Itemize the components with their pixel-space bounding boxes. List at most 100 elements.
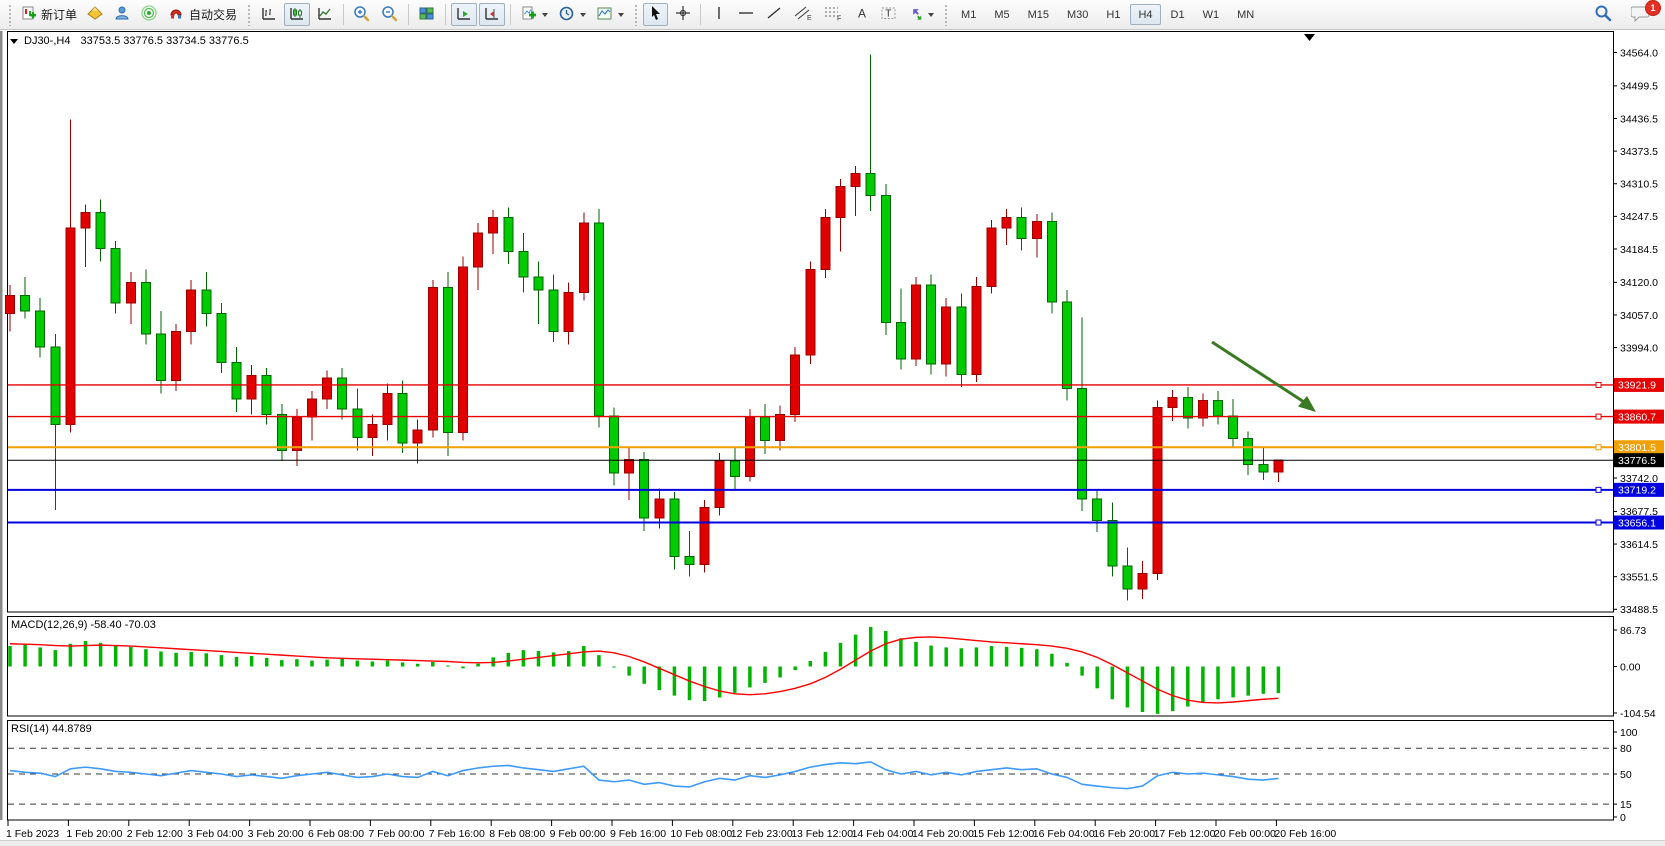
rsi-pane[interactable] (7, 720, 1614, 821)
macd-histogram-bar (1125, 666, 1130, 708)
text-label-button[interactable]: T (876, 3, 902, 26)
level-handle[interactable] (1595, 519, 1602, 526)
chart-title[interactable]: DJ30-,H4 33753.5 33776.5 33734.5 33776.5 (10, 35, 249, 47)
macd-indicator-label: MACD(12,26,9) -58.40 -70.03 (11, 619, 156, 631)
arrows-dropdown-caret[interactable] (928, 12, 935, 17)
price-tick-label: 33551.5 (1620, 571, 1658, 583)
text-button[interactable]: A (849, 3, 874, 26)
price-tick-label: 34057.0 (1620, 310, 1658, 322)
horizontal-line-button[interactable] (733, 3, 759, 26)
toolbar-grip[interactable] (7, 3, 12, 26)
toolbar-grip[interactable] (633, 3, 639, 26)
macd-histogram-bar (174, 652, 178, 667)
zoom-in-button[interactable] (349, 3, 375, 26)
macd-histogram-bar (340, 658, 344, 667)
indicators-dropdown-caret[interactable] (542, 12, 549, 17)
candle-body (246, 375, 257, 400)
candle-body (578, 222, 589, 294)
crosshair-button[interactable] (670, 3, 695, 26)
chart-shift-marker-icon[interactable] (1304, 34, 1315, 41)
candle-body (110, 248, 121, 304)
candle-body (775, 413, 786, 441)
trend-arrow-annotation[interactable] (1211, 340, 1316, 412)
vertical-line-button[interactable] (706, 3, 731, 26)
price-tick-label: 33488.5 (1620, 604, 1658, 616)
timeframe-m15[interactable]: M15 (1027, 8, 1049, 21)
toolbar-separator (700, 4, 702, 25)
macd-histogram-bar (1246, 666, 1250, 696)
fibonacci-button[interactable]: F (819, 3, 847, 26)
timeframe-d1[interactable]: D1 (1170, 8, 1185, 21)
timeframe-h4[interactable]: H4 (1130, 4, 1161, 25)
level-price-badge (1614, 409, 1664, 424)
level-handle[interactable] (1595, 444, 1602, 451)
candle-body (533, 276, 544, 291)
macd-histogram-bar (129, 646, 133, 667)
templates-button[interactable] (592, 3, 628, 26)
chart-canvas[interactable]: 34564.0 34499.5 34436.5 34373.5 34310.5 34247… (0, 30, 1665, 846)
zoom-out-button[interactable] (377, 3, 403, 26)
timeframe-w1[interactable]: W1 (1202, 8, 1220, 21)
candle-body (593, 222, 604, 417)
current-price-badge (1614, 453, 1664, 468)
candle-body (1046, 220, 1057, 303)
trend-arrow-line[interactable] (1211, 340, 1305, 404)
auto-trading-button[interactable]: 自动交易 (164, 3, 241, 26)
macd-histogram-bar (113, 645, 118, 667)
macd-histogram-bar (280, 660, 284, 667)
chart-menu-icon[interactable] (10, 38, 18, 44)
macd-histogram-bar (1186, 666, 1190, 707)
text-label-icon: T (880, 5, 898, 24)
search-button[interactable] (1590, 3, 1616, 26)
toolbar-grip[interactable] (246, 3, 252, 26)
candle-body (216, 312, 227, 364)
chart-shift-button[interactable] (479, 3, 506, 26)
time-tick-label: 13 Feb 12:00 (791, 828, 853, 840)
macd-histogram-bar (899, 638, 903, 667)
candle-body (50, 346, 61, 426)
candle-body (669, 498, 680, 558)
signals-button[interactable] (137, 3, 162, 26)
templates-dropdown-caret[interactable] (618, 12, 625, 17)
timeframe-m30[interactable]: M30 (1067, 8, 1089, 21)
periods-dropdown-caret[interactable] (580, 12, 587, 17)
toolbar-grip[interactable] (943, 3, 949, 26)
auto-scroll-button[interactable] (451, 3, 478, 26)
window-left-edge (0, 31, 3, 820)
macd-histogram-bar (551, 652, 556, 667)
level-handle[interactable] (1595, 381, 1602, 388)
arrows-button[interactable] (904, 3, 938, 26)
level-handle[interactable] (1595, 413, 1602, 420)
candle-body (1137, 572, 1148, 590)
periods-button[interactable] (554, 3, 590, 26)
market-watch-button[interactable] (83, 3, 108, 26)
chat-button[interactable]: 1 (1627, 0, 1661, 26)
macd-histogram-bar (144, 649, 148, 667)
timeframe-m5[interactable]: M5 (994, 8, 1010, 21)
timeframe-mn[interactable]: MN (1237, 8, 1255, 21)
indicators-button[interactable] (516, 3, 552, 26)
accounts-button[interactable] (110, 3, 135, 26)
macd-scale-label: -104.54 (1620, 708, 1656, 720)
candle-body (1016, 217, 1027, 239)
macd-histogram-bar (823, 651, 828, 667)
candlestick-chart-button[interactable] (284, 3, 311, 26)
macd-histogram-bar (385, 660, 390, 667)
timeframe-h1[interactable]: H1 (1106, 8, 1121, 21)
rsi-line (9, 761, 1279, 790)
macd-histogram-bar (989, 646, 994, 667)
new-order-button[interactable]: 新订单 (17, 3, 81, 26)
candle-body (367, 424, 378, 439)
timeframe-m1[interactable]: M1 (961, 8, 977, 21)
chart-symbol-period: DJ30-,H4 (24, 35, 71, 47)
line-chart-button[interactable] (312, 3, 338, 26)
time-tick-label: 14 Feb 20:00 (912, 828, 974, 840)
candle-body (639, 458, 650, 519)
bar-chart-button[interactable] (256, 3, 282, 26)
trendline-button[interactable] (761, 3, 787, 26)
candle-body (1182, 396, 1193, 419)
cursor-button[interactable] (643, 3, 669, 26)
tile-windows-button[interactable] (414, 3, 440, 26)
equidistant-channel-button[interactable]: E (789, 3, 817, 26)
level-handle[interactable] (1595, 486, 1602, 493)
